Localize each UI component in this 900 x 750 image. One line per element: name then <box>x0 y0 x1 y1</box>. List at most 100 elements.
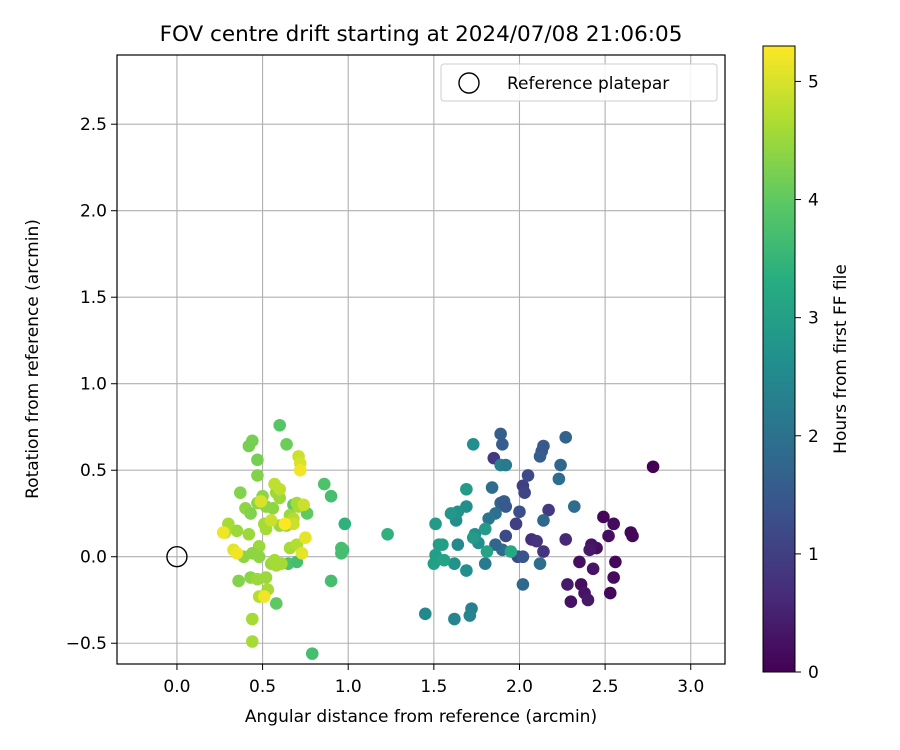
colorbar-tick-label: 1 <box>808 545 819 565</box>
data-point <box>273 491 287 505</box>
colorbar-tick-label: 3 <box>808 309 819 329</box>
data-point <box>427 557 441 570</box>
colorbar-tick-label: 4 <box>808 191 819 211</box>
x-tick-label: 3.0 <box>677 677 704 697</box>
data-point <box>607 571 620 584</box>
colorbar-tick-label: 5 <box>808 72 819 92</box>
legend-box <box>440 63 718 102</box>
reference-platepar-marker <box>166 546 188 568</box>
data-point <box>429 517 442 531</box>
x-tick-label: 2.0 <box>506 677 533 697</box>
legend-label: Reference platepar <box>507 74 669 94</box>
data-point <box>478 522 492 536</box>
data-point <box>280 437 293 451</box>
data-point <box>607 517 620 531</box>
data-point <box>418 607 432 621</box>
data-point <box>230 546 244 560</box>
grid <box>117 55 725 664</box>
data-point <box>448 612 461 626</box>
data-point <box>242 439 256 453</box>
data-point <box>489 538 502 551</box>
data-point <box>499 458 513 472</box>
data-point <box>516 550 530 564</box>
data-point <box>242 527 256 541</box>
data-point <box>257 590 271 603</box>
data-point <box>324 574 338 588</box>
data-points <box>216 418 660 660</box>
x-tick-label: 0.0 <box>163 677 190 697</box>
data-point <box>530 534 543 548</box>
x-tick-label: 2.5 <box>592 677 619 697</box>
x-axis-ticks: 0.0 0.5 1.0 1.5 2.0 2.5 3.0 <box>163 664 704 697</box>
data-point <box>244 507 257 520</box>
data-point <box>602 529 615 543</box>
data-point <box>273 418 287 432</box>
colorbar-ticks: 0 1 2 3 4 5 <box>795 72 819 683</box>
data-point <box>254 495 268 508</box>
data-point <box>335 541 348 555</box>
data-point <box>299 531 312 545</box>
data-point <box>273 482 287 496</box>
data-point <box>583 543 596 557</box>
data-point <box>542 503 555 517</box>
data-point <box>586 562 600 576</box>
data-point <box>251 453 264 467</box>
data-point <box>597 510 610 524</box>
data-point <box>230 524 244 538</box>
data-point <box>552 472 566 486</box>
colorbar: 0 1 2 3 4 5 Hours from first FF file <box>762 45 851 683</box>
data-point <box>216 526 230 539</box>
data-point <box>251 469 264 482</box>
data-point <box>559 533 573 546</box>
data-point <box>317 477 331 491</box>
data-point <box>581 593 595 607</box>
data-point <box>521 469 535 482</box>
x-axis-label: Angular distance from reference (arcmin) <box>245 707 597 727</box>
data-point <box>448 557 461 570</box>
data-point <box>516 578 530 591</box>
data-point <box>480 545 494 558</box>
data-point <box>293 463 307 477</box>
data-point <box>444 507 458 520</box>
x-tick-label: 1.5 <box>420 677 447 697</box>
y-axis-ticks: −0.5 0.0 0.5 1.0 1.5 2.0 2.5 <box>66 115 117 654</box>
data-point <box>494 427 507 441</box>
data-point <box>537 545 550 558</box>
data-point <box>504 545 518 558</box>
data-point <box>513 505 526 519</box>
data-point <box>268 553 281 567</box>
data-point <box>603 586 617 600</box>
data-point <box>463 609 477 622</box>
colorbar-label: Hours from first FF file <box>831 264 851 454</box>
y-tick-label: 0.0 <box>80 548 107 568</box>
data-point <box>567 500 581 513</box>
x-tick-label: 1.0 <box>335 677 362 697</box>
y-tick-label: 1.0 <box>80 375 107 395</box>
data-point <box>246 612 259 626</box>
data-point <box>436 538 449 551</box>
data-point <box>573 555 586 569</box>
data-point <box>485 481 499 494</box>
colorbar-tick-label: 0 <box>808 663 819 683</box>
data-point <box>499 500 513 513</box>
data-point <box>451 538 465 551</box>
data-point <box>499 529 513 543</box>
data-point <box>266 501 280 515</box>
colorbar-tick-label: 2 <box>808 427 819 447</box>
y-tick-label: 1.5 <box>80 288 107 308</box>
data-point <box>460 482 473 496</box>
data-point <box>234 486 247 500</box>
data-point <box>609 555 622 569</box>
data-point <box>466 437 480 451</box>
data-point <box>509 517 523 531</box>
data-point <box>518 486 531 500</box>
data-point <box>232 574 245 588</box>
data-point <box>626 529 639 543</box>
data-point <box>295 546 309 560</box>
data-point <box>559 431 573 444</box>
data-point <box>437 553 451 567</box>
data-point <box>561 578 574 591</box>
data-point <box>537 514 550 527</box>
x-tick-label: 0.5 <box>249 677 276 697</box>
